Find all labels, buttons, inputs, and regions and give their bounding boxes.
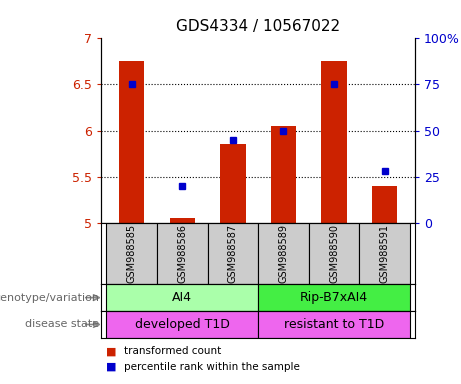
Bar xyxy=(372,186,397,223)
Text: GSM988589: GSM988589 xyxy=(278,224,289,283)
Text: AI4: AI4 xyxy=(172,291,192,304)
Bar xyxy=(207,223,258,284)
Text: GSM988587: GSM988587 xyxy=(228,224,238,283)
Bar xyxy=(220,144,246,223)
Bar xyxy=(359,223,410,284)
Bar xyxy=(258,311,410,338)
Text: Rip-B7xAI4: Rip-B7xAI4 xyxy=(300,291,368,304)
Text: GSM988590: GSM988590 xyxy=(329,224,339,283)
Bar xyxy=(119,61,144,223)
Text: percentile rank within the sample: percentile rank within the sample xyxy=(124,362,301,372)
Bar xyxy=(321,61,347,223)
Bar xyxy=(106,284,258,311)
Bar xyxy=(309,223,359,284)
Text: GSM988591: GSM988591 xyxy=(379,224,390,283)
Text: GSM988586: GSM988586 xyxy=(177,224,187,283)
Text: GSM988585: GSM988585 xyxy=(127,224,137,283)
Bar xyxy=(170,218,195,223)
Bar xyxy=(258,284,410,311)
Title: GDS4334 / 10567022: GDS4334 / 10567022 xyxy=(176,20,340,35)
Text: ■: ■ xyxy=(106,346,117,356)
Text: ■: ■ xyxy=(106,362,117,372)
Bar xyxy=(271,126,296,223)
Text: disease state: disease state xyxy=(25,319,99,329)
Text: resistant to T1D: resistant to T1D xyxy=(284,318,384,331)
Bar xyxy=(258,223,309,284)
Bar xyxy=(106,311,258,338)
Text: developed T1D: developed T1D xyxy=(135,318,230,331)
Bar xyxy=(157,223,207,284)
Bar xyxy=(106,223,157,284)
Text: genotype/variation: genotype/variation xyxy=(0,293,99,303)
Text: transformed count: transformed count xyxy=(124,346,222,356)
